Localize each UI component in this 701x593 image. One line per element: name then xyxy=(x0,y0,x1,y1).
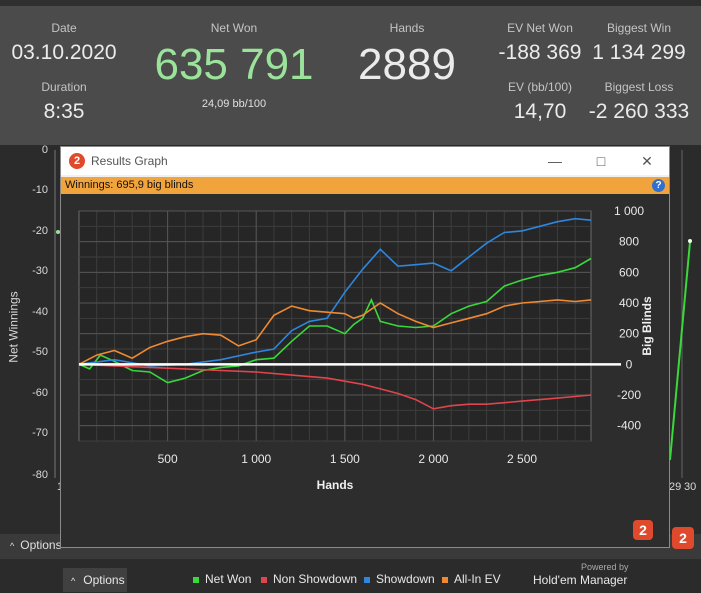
y-tick-label: 0 xyxy=(626,357,633,371)
background-y-tick: 0 xyxy=(41,144,48,156)
legend-swatch xyxy=(193,576,199,583)
x-axis-label: Hands xyxy=(317,478,354,492)
legend-showdown[interactable]: Showdown xyxy=(364,572,435,586)
background-y-tick: -40 xyxy=(32,306,48,318)
background-chart-lines xyxy=(54,150,692,478)
plot-frame xyxy=(78,210,592,442)
y-tick-label: 200 xyxy=(619,327,639,341)
session-stats-panel: Date 03.10.2020 Duration 8:35 Net Won 63… xyxy=(0,0,701,145)
date-label: Date xyxy=(51,21,77,35)
background-y-tick: -80 xyxy=(32,469,48,481)
background-y-tick: -70 xyxy=(32,427,48,439)
hm-brand-logo-icon: 2 xyxy=(633,520,653,540)
hands-label: Hands xyxy=(389,21,425,35)
y-tick-label: 1 000 xyxy=(614,204,644,218)
hands-value: 2889 xyxy=(358,40,456,89)
y-tick-label: -200 xyxy=(617,388,641,402)
app-logo-icon: 2 xyxy=(69,153,85,169)
netwon-value: 635 791 xyxy=(154,40,314,89)
ev-bb100-value: 14,70 xyxy=(513,100,567,123)
window-title: Results Graph xyxy=(91,154,168,168)
y-tick-label: 800 xyxy=(619,235,639,249)
duration-label: Duration xyxy=(41,80,87,94)
results-graph-window: 2 Results Graph — □ ✕ Winnings: 695,9 bi… xyxy=(60,146,670,592)
legend-swatch xyxy=(442,576,448,583)
background-x-tick: 29 xyxy=(669,481,682,493)
legend-non-showdown[interactable]: Non Showdown xyxy=(261,572,357,586)
ev-netwon-label: EV Net Won xyxy=(507,21,573,35)
y-tick-label: -400 xyxy=(617,419,641,433)
series-line-showdown xyxy=(78,217,592,367)
biggest-win-label: Biggest Win xyxy=(606,21,672,35)
legend-allin-ev[interactable]: All-In EV xyxy=(442,572,501,586)
series-line-all-in-ev xyxy=(78,299,592,366)
biggest-loss-label: Biggest Loss xyxy=(604,80,674,94)
minimize-icon[interactable]: — xyxy=(548,153,562,169)
y-tick-label: 600 xyxy=(619,265,639,279)
x-tick-label: 2 000 xyxy=(418,452,448,466)
top-strip xyxy=(0,0,701,6)
legend-net-won[interactable]: Net Won xyxy=(193,572,251,586)
date-value: 03.10.2020 xyxy=(11,41,117,64)
close-icon[interactable]: ✕ xyxy=(641,153,653,169)
background-y-tick: -60 xyxy=(32,387,48,399)
background-y-tick: -50 xyxy=(32,346,48,358)
help-icon[interactable]: ? xyxy=(652,179,665,192)
series-line-non-showdown xyxy=(78,363,592,410)
y-axis-label: Big Blinds xyxy=(640,296,654,356)
x-tick-label: 2 500 xyxy=(507,452,537,466)
window-titlebar[interactable]: 2 Results Graph — □ ✕ xyxy=(61,147,669,175)
x-tick-label: 500 xyxy=(158,452,178,466)
legend-swatch xyxy=(261,576,267,583)
options-button[interactable]: ^ Options xyxy=(63,568,127,592)
biggest-win-value: 1 134 299 xyxy=(592,41,686,64)
legend-swatch xyxy=(364,576,370,583)
biggest-loss-value: -2 260 333 xyxy=(588,100,690,123)
winnings-banner: Winnings: 695,9 big blinds ? xyxy=(61,177,669,194)
background-y-tick: -20 xyxy=(32,225,48,237)
hm-logo-icon: 2 xyxy=(672,527,694,549)
background-y-tick: -30 xyxy=(32,265,48,277)
netwon-bb100: 24,09 bb/100 xyxy=(201,98,267,110)
y-tick-label: 400 xyxy=(619,296,639,310)
background-y-tick: -10 xyxy=(32,184,48,196)
chart-area: 500 1 000 1 500 2 000 2 500 1 000 800 600 400 200… xyxy=(61,194,669,592)
background-options-button[interactable]: ^ Options xyxy=(10,538,62,552)
brand-name: Hold'em Manager xyxy=(533,573,628,587)
series-line-net-won xyxy=(78,257,592,384)
powered-by-label: Powered by xyxy=(581,562,629,572)
x-tick-label: 1 000 xyxy=(241,452,271,466)
background-x-tick: 30 xyxy=(684,481,697,493)
x-tick-label: 1 500 xyxy=(330,452,360,466)
winnings-text: Winnings: 695,9 big blinds xyxy=(65,179,194,191)
maximize-icon[interactable]: □ xyxy=(596,153,606,169)
ev-bb100-label: EV (bb/100) xyxy=(507,80,573,94)
results-line-chart: 500 1 000 1 500 2 000 2 500 1 000 800 600 400 200… xyxy=(78,204,654,492)
netwon-label: Net Won xyxy=(210,21,258,35)
duration-value: 8:35 xyxy=(43,100,85,123)
ev-netwon-value: -188 369 xyxy=(498,41,582,64)
